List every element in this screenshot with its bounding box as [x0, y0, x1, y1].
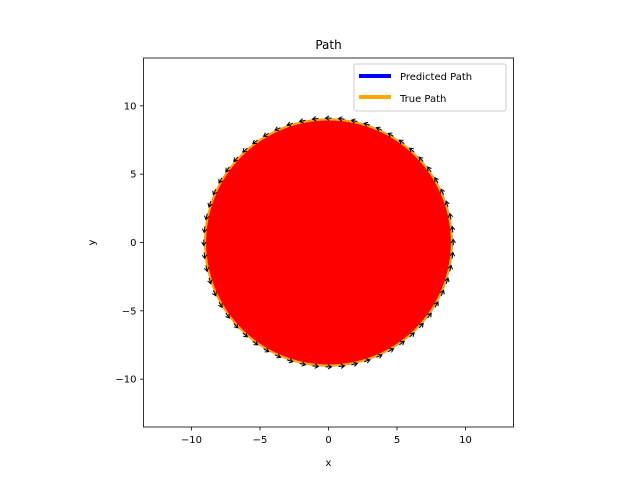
direction-arrow: [204, 213, 210, 221]
legend-label-predicted-path: Predicted Path: [400, 72, 472, 83]
direction-arrow: [439, 289, 445, 297]
x-axis-label: x: [326, 458, 332, 469]
y-tick-label: 0: [130, 238, 136, 249]
direction-arrow: [201, 239, 207, 247]
direction-arrow: [427, 166, 432, 173]
direction-arrow: [449, 251, 456, 259]
direction-arrow: [338, 363, 346, 369]
direction-arrow: [351, 361, 359, 367]
direction-arrow: [337, 116, 345, 122]
direction-arrow: [274, 126, 281, 132]
direction-arrow: [447, 264, 453, 272]
x-tick-label: −5: [253, 435, 268, 446]
y-tick-label: 10: [124, 101, 137, 112]
direction-arrow: [225, 312, 230, 319]
direction-arrow: [311, 116, 319, 122]
direction-arrow: [212, 188, 218, 196]
x-tick-label: 5: [394, 435, 400, 446]
chart-title: Path: [315, 38, 341, 52]
direction-arrow: [447, 212, 454, 220]
direction-arrow: [286, 358, 294, 364]
direction-arrow: [218, 177, 223, 184]
direction-arrow: [444, 200, 450, 208]
direction-arrow: [364, 358, 371, 364]
y-axis-label: y: [87, 239, 98, 245]
direction-arrow: [399, 340, 405, 346]
direction-arrow: [427, 312, 432, 319]
direction-arrow: [201, 226, 208, 234]
direction-arrow: [298, 118, 306, 124]
legend: Predicted Path True Path: [353, 63, 507, 112]
direction-arrow: [233, 156, 239, 163]
x-axis: −10 −5 0 5 10: [181, 427, 472, 446]
x-tick-label: 10: [459, 435, 472, 446]
filled-region: [205, 119, 452, 366]
y-tick-label: −5: [122, 306, 137, 317]
x-tick-label: −10: [181, 435, 202, 446]
direction-arrow: [324, 115, 332, 121]
direction-arrow: [212, 290, 217, 297]
direction-arrow: [218, 301, 223, 309]
direction-arrow: [242, 147, 248, 153]
direction-arrow: [274, 353, 282, 359]
direction-arrow: [262, 132, 269, 137]
direction-arrow: [434, 301, 439, 308]
y-tick-label: 5: [130, 170, 136, 181]
direction-arrow: [449, 225, 456, 233]
direction-arrow: [409, 147, 415, 153]
direction-arrow: [286, 121, 293, 127]
direction-arrow: [252, 340, 259, 346]
direction-arrow: [450, 238, 456, 246]
direction-arrow: [388, 348, 395, 353]
direction-arrow: [363, 121, 371, 127]
y-axis: −10 −5 0 5 10: [115, 101, 144, 386]
direction-arrow: [225, 166, 230, 173]
direction-arrow: [312, 363, 320, 369]
direction-arrow: [207, 277, 213, 285]
direction-arrows: [201, 115, 456, 370]
legend-box: [353, 63, 507, 112]
direction-arrow: [325, 364, 333, 370]
direction-arrow: [252, 139, 258, 145]
legend-label-true-path: True Path: [399, 94, 446, 105]
direction-arrow: [440, 188, 445, 195]
direction-arrow: [409, 332, 415, 338]
direction-arrow: [375, 126, 383, 132]
direction-arrow: [376, 353, 383, 359]
x-tick-label: 0: [325, 435, 331, 446]
direction-arrow: [418, 322, 424, 329]
direction-arrow: [299, 361, 307, 367]
direction-arrow: [233, 323, 239, 329]
direction-arrow: [444, 277, 450, 284]
direction-arrow: [398, 139, 405, 145]
y-tick-label: −10: [115, 375, 136, 386]
direction-arrow: [201, 252, 208, 260]
direction-arrow: [350, 118, 358, 124]
plot-area: [201, 115, 456, 370]
direction-arrow: [242, 332, 248, 338]
direction-arrow: [203, 265, 210, 273]
direction-arrow: [207, 201, 213, 208]
direction-arrow: [263, 347, 270, 353]
direction-arrow: [434, 176, 439, 184]
direction-arrow: [387, 132, 394, 138]
direction-arrow: [418, 156, 424, 162]
